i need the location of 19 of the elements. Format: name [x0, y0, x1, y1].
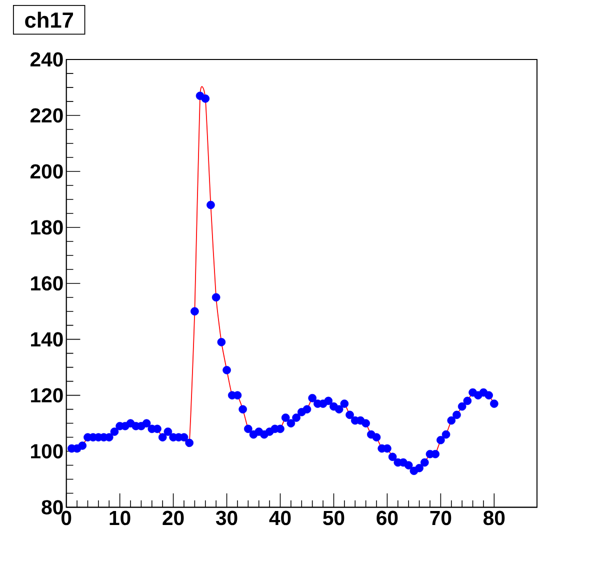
x-tick-label: 80 — [484, 510, 505, 526]
x-tick-label: 30 — [216, 510, 238, 526]
x-tick-label: 10 — [110, 510, 130, 526]
x-tick-label: 20 — [162, 510, 184, 526]
y-tick-label: 180 — [31, 220, 63, 235]
y-tick-label: 160 — [31, 276, 63, 291]
x-tick-label: 60 — [376, 510, 398, 526]
chart-title: ch17 — [25, 12, 73, 28]
y-tick-label: 140 — [31, 332, 63, 347]
x-tick-label: 40 — [269, 510, 291, 526]
x-tick-label: 0 — [62, 510, 72, 526]
y-tick-label: 100 — [31, 444, 63, 459]
y-tick-label: 240 — [30, 52, 63, 67]
x-tick-label: 50 — [323, 510, 344, 526]
y-tick-label: 200 — [30, 164, 63, 179]
y-tick-label: 80 — [42, 500, 63, 515]
x-tick-label: 70 — [430, 510, 452, 526]
y-tick-label: 120 — [31, 388, 63, 403]
y-tick-label: 220 — [30, 108, 63, 123]
